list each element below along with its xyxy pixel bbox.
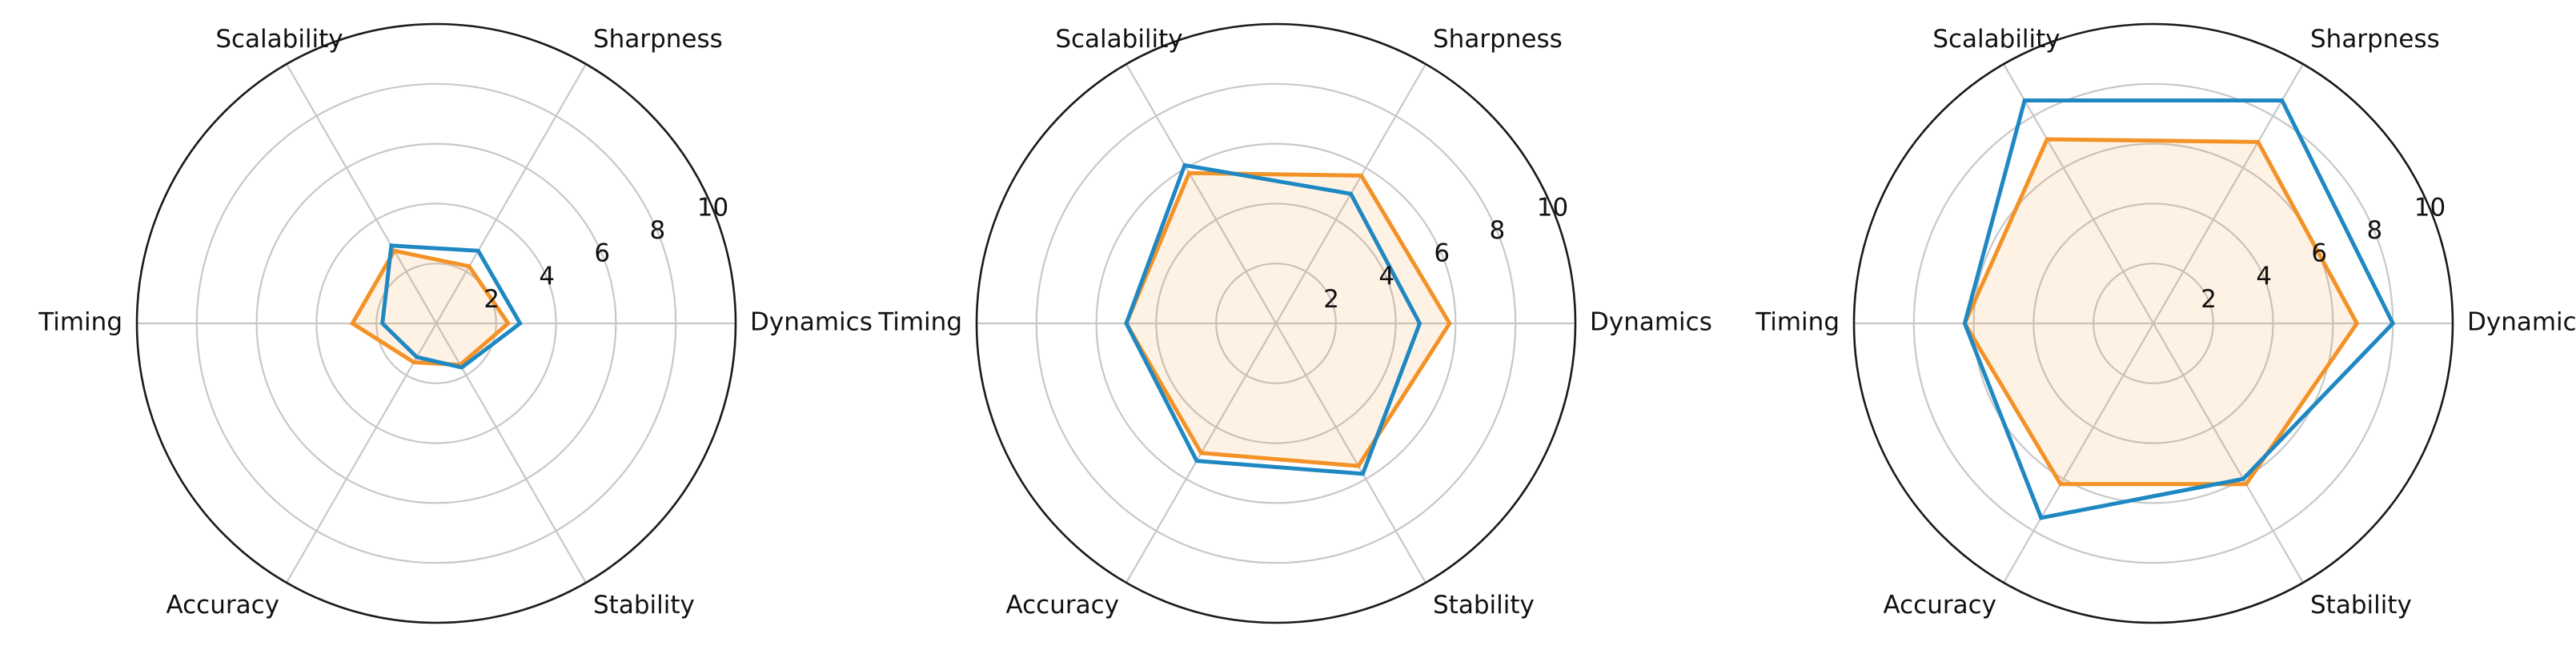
radial-tick-label: 2 — [484, 285, 500, 314]
outer-frame-circle — [975, 22, 1577, 624]
radar-chart-2: 2 4 6 8 10 Dynamics Sharpness Scalability Timing… — [877, 22, 1712, 624]
series-1-polygon — [1124, 162, 1422, 476]
radial-tick-label: 2 — [2201, 285, 2217, 314]
outer-frame-circle — [1852, 22, 2454, 624]
category-label-sharpness: Sharpness — [2310, 25, 2440, 54]
category-label-scalability: Scalability — [1055, 25, 1182, 54]
category-label-sharpness: Sharpness — [593, 25, 723, 54]
spoke-scalability — [1125, 63, 1277, 324]
radial-tick-label: 10 — [697, 193, 728, 222]
radial-tick-label: 8 — [650, 216, 666, 245]
radial-tick-label: 10 — [1537, 193, 1568, 222]
series-2-polygon — [1962, 137, 2360, 487]
category-label-scalability: Scalability — [1932, 25, 2060, 54]
radial-tick-label: 2 — [1323, 285, 1339, 314]
category-label-accuracy: Accuracy — [166, 591, 279, 620]
radial-tick-label: 4 — [2256, 262, 2272, 291]
spoke-accuracy — [2003, 323, 2154, 584]
outer-frame-circle — [135, 22, 737, 624]
spoke-sharpness — [435, 63, 587, 324]
spoke-sharpness — [2153, 63, 2304, 324]
radial-tick-label: 8 — [1490, 216, 1506, 245]
radial-tick-label: 10 — [2414, 193, 2446, 222]
category-label-dynamics: Dynamics — [2467, 308, 2576, 337]
radial-tick-label: 6 — [2311, 239, 2327, 268]
category-label-timing: Timing — [877, 308, 962, 337]
radial-tick-label: 4 — [539, 262, 555, 291]
radar-chart-1: 2 4 6 8 10 Dynamics Sharpness Scalability Timing… — [38, 22, 873, 624]
category-label-dynamics: Dynamics — [1590, 308, 1712, 337]
spoke-accuracy — [286, 323, 437, 584]
spoke-scalability — [2003, 63, 2154, 324]
radial-tick-label: 6 — [1434, 239, 1450, 268]
category-label-scalability: Scalability — [215, 25, 343, 54]
category-label-stability: Stability — [2310, 591, 2412, 620]
spoke-scalability — [286, 63, 437, 324]
category-label-stability: Stability — [1433, 591, 1535, 620]
spoke-stability — [2153, 323, 2304, 584]
category-label-timing: Timing — [1755, 308, 1840, 337]
category-label-dynamics: Dynamics — [750, 308, 873, 337]
category-label-timing: Timing — [38, 308, 122, 337]
series-1-polygon — [380, 243, 523, 370]
series-2-polygon — [349, 248, 512, 367]
category-label-stability: Stability — [593, 591, 695, 620]
category-label-accuracy: Accuracy — [1883, 591, 1996, 620]
radial-tick-label: 8 — [2367, 216, 2383, 245]
category-label-accuracy: Accuracy — [1005, 591, 1119, 620]
radial-tick-label: 6 — [594, 239, 610, 268]
category-label-sharpness: Sharpness — [1433, 25, 1563, 54]
radial-tick-label: 4 — [1378, 262, 1394, 291]
radar-chart-3: 2 4 6 8 10 Dynamics Sharpness Scalability Timing… — [1755, 22, 2576, 624]
spoke-stability — [1275, 323, 1426, 584]
series-1-polygon — [1962, 98, 2396, 520]
